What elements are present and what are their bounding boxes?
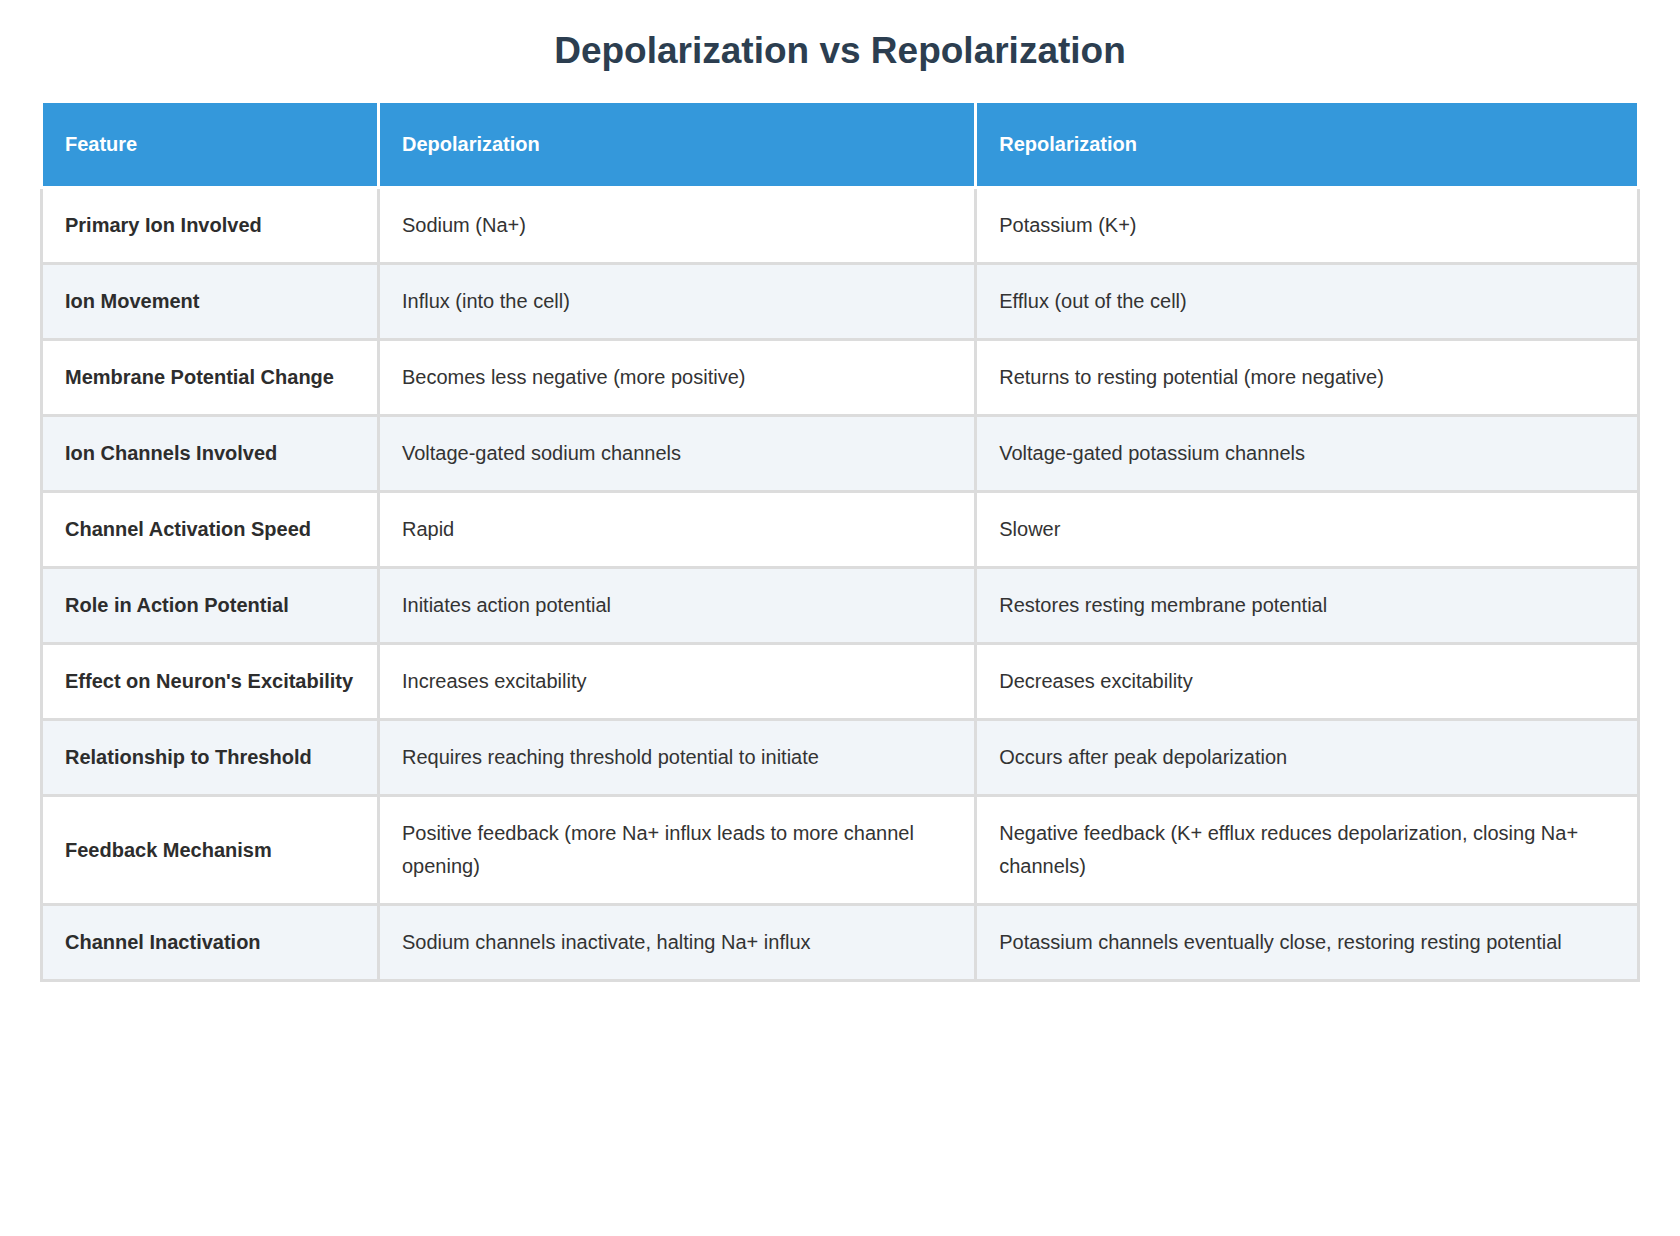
depolarization-cell: Becomes less negative (more positive) [378,340,975,416]
column-header-depolarization: Depolarization [378,102,975,188]
table-row: Effect on Neuron's Excitability Increase… [42,644,1639,720]
table-row: Ion Movement Influx (into the cell) Effl… [42,264,1639,340]
depolarization-cell: Initiates action potential [378,568,975,644]
repolarization-cell: Decreases excitability [976,644,1639,720]
table-row: Feedback Mechanism Positive feedback (mo… [42,796,1639,905]
feature-cell: Channel Inactivation [42,905,379,981]
depolarization-cell: Increases excitability [378,644,975,720]
table-row: Role in Action Potential Initiates actio… [42,568,1639,644]
depolarization-cell: Sodium (Na+) [378,188,975,264]
feature-cell: Relationship to Threshold [42,720,379,796]
table-row: Primary Ion Involved Sodium (Na+) Potass… [42,188,1639,264]
repolarization-cell: Occurs after peak depolarization [976,720,1639,796]
table-body: Primary Ion Involved Sodium (Na+) Potass… [42,188,1639,981]
repolarization-cell: Voltage-gated potassium channels [976,416,1639,492]
depolarization-cell: Rapid [378,492,975,568]
comparison-table: Feature Depolarization Repolarization Pr… [40,100,1640,982]
table-row: Channel Activation Speed Rapid Slower [42,492,1639,568]
repolarization-cell: Potassium channels eventually close, res… [976,905,1639,981]
feature-cell: Primary Ion Involved [42,188,379,264]
column-header-repolarization: Repolarization [976,102,1639,188]
feature-cell: Ion Movement [42,264,379,340]
depolarization-cell: Voltage-gated sodium channels [378,416,975,492]
repolarization-cell: Restores resting membrane potential [976,568,1639,644]
feature-cell: Effect on Neuron's Excitability [42,644,379,720]
table-row: Membrane Potential Change Becomes less n… [42,340,1639,416]
feature-cell: Channel Activation Speed [42,492,379,568]
page: Depolarization vs Repolarization Feature… [0,0,1680,1236]
table-row: Relationship to Threshold Requires reach… [42,720,1639,796]
feature-cell: Feedback Mechanism [42,796,379,905]
table-row: Channel Inactivation Sodium channels ina… [42,905,1639,981]
table-header: Feature Depolarization Repolarization [42,102,1639,188]
column-header-feature: Feature [42,102,379,188]
repolarization-cell: Slower [976,492,1639,568]
repolarization-cell: Negative feedback (K+ efflux reduces dep… [976,796,1639,905]
depolarization-cell: Positive feedback (more Na+ influx leads… [378,796,975,905]
header-row: Feature Depolarization Repolarization [42,102,1639,188]
depolarization-cell: Sodium channels inactivate, halting Na+ … [378,905,975,981]
feature-cell: Ion Channels Involved [42,416,379,492]
depolarization-cell: Requires reaching threshold potential to… [378,720,975,796]
table-row: Ion Channels Involved Voltage-gated sodi… [42,416,1639,492]
repolarization-cell: Returns to resting potential (more negat… [976,340,1639,416]
depolarization-cell: Influx (into the cell) [378,264,975,340]
repolarization-cell: Efflux (out of the cell) [976,264,1639,340]
feature-cell: Role in Action Potential [42,568,379,644]
page-title: Depolarization vs Repolarization [0,30,1680,72]
feature-cell: Membrane Potential Change [42,340,379,416]
repolarization-cell: Potassium (K+) [976,188,1639,264]
